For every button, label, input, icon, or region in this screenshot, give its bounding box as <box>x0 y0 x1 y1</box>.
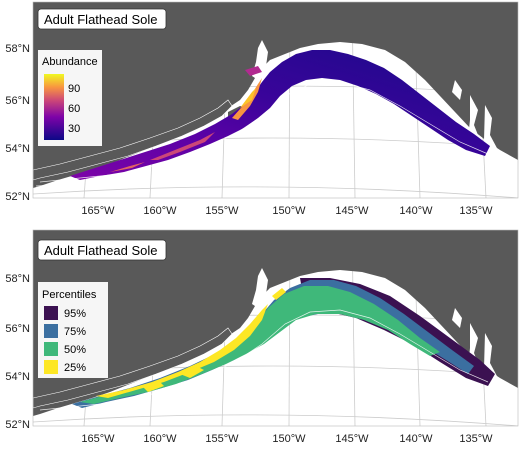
lon-label: 140°W <box>399 205 433 217</box>
map-title-text: Adult Flathead Sole <box>44 12 157 27</box>
legend-swatch-50 <box>44 342 58 356</box>
percentile-map-panel: 58°N 56°N 54°N 52°N 165°W 160°W 155°W 15… <box>0 226 520 449</box>
land-peninsula <box>33 327 233 409</box>
legend-title: Percentiles <box>42 289 97 301</box>
legend-label: 75% <box>64 326 86 338</box>
map-title: Adult Flathead Sole <box>37 8 167 30</box>
legend-label: 25% <box>64 362 86 374</box>
lon-label: 135°W <box>459 433 493 445</box>
lon-label: 155°W <box>205 433 239 445</box>
lat-label: 58°N <box>5 43 30 55</box>
lon-label: 140°W <box>399 433 433 445</box>
legend-swatch-75 <box>44 324 58 338</box>
lon-label: 160°W <box>143 205 177 217</box>
abundance-legend: Abundance 90 60 30 <box>38 50 102 146</box>
lat-label: 58°N <box>5 273 30 285</box>
lon-label: 145°W <box>335 433 369 445</box>
lon-label: 165°W <box>81 205 115 217</box>
lon-label: 135°W <box>459 205 493 217</box>
lon-label: 145°W <box>335 205 369 217</box>
lat-label: 56°N <box>5 323 30 335</box>
legend-swatch-25 <box>44 360 58 374</box>
legend-label: 95% <box>64 308 86 320</box>
land-peninsula <box>33 99 233 181</box>
cook-inlet <box>252 268 268 308</box>
lon-label: 150°W <box>272 433 306 445</box>
lat-label: 52°N <box>5 191 30 203</box>
legend-title: Abundance <box>42 56 98 68</box>
legend-swatch-95 <box>44 306 58 320</box>
legend-tick: 90 <box>68 83 80 95</box>
lon-axis: 165°W 160°W 155°W 150°W 145°W 140°W 135°… <box>81 433 493 445</box>
legend-label: 50% <box>64 344 86 356</box>
lat-label: 52°N <box>5 419 30 431</box>
percentile-25-patches <box>142 288 286 392</box>
abundance-hotspots <box>110 66 262 172</box>
lon-label: 165°W <box>81 433 115 445</box>
lat-axis: 58°N 56°N 54°N 52°N <box>5 273 30 431</box>
lat-label: 54°N <box>5 143 30 155</box>
map-title-text: Adult Flathead Sole <box>44 243 157 258</box>
abundance-map-panel: 58°N 56°N 54°N 52°N 165°W 160°W 155°W 15… <box>0 0 520 221</box>
lon-label: 160°W <box>143 433 177 445</box>
depth-contours <box>39 309 489 411</box>
depth-contours <box>35 81 489 187</box>
lon-label: 155°W <box>205 205 239 217</box>
lat-label: 54°N <box>5 371 30 383</box>
lat-label: 56°N <box>5 95 30 107</box>
color-bar <box>44 74 64 140</box>
percentile-legend: Percentiles 95% 75% 50% 25% <box>38 282 108 378</box>
lat-axis: 58°N 56°N 54°N 52°N <box>5 43 30 203</box>
lon-label: 150°W <box>272 205 306 217</box>
abundance-shelf <box>70 50 490 180</box>
map-title: Adult Flathead Sole <box>37 239 167 261</box>
lon-axis: 165°W 160°W 155°W 150°W 145°W 140°W 135°… <box>81 205 493 217</box>
legend-tick: 30 <box>68 123 80 135</box>
abundance-map: 58°N 56°N 54°N 52°N 165°W 160°W 155°W 15… <box>5 1 519 217</box>
legend-tick: 60 <box>68 103 80 115</box>
percentile-map: 58°N 56°N 54°N 52°N 165°W 160°W 155°W 15… <box>5 229 519 445</box>
